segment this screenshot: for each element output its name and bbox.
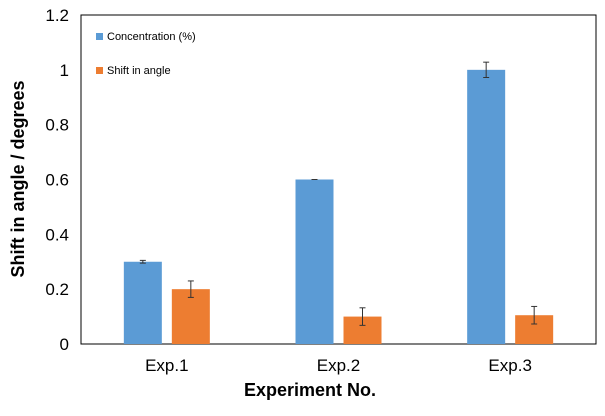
bar-series1-exp1 [123,261,162,344]
y-tick-label: 0.8 [45,116,69,135]
legend-swatch-shift [96,67,103,74]
y-tick-label: 1.2 [45,6,69,25]
x-tick-label: Exp.1 [145,356,188,375]
plot-area [80,14,597,345]
y-tick-label: 0.6 [45,171,69,190]
y-tick-label: 0 [60,335,69,354]
x-axis-title: Experiment No. [244,380,376,400]
error-bars-layer [139,61,538,326]
bars-layer [123,69,554,344]
y-tick-label: 1 [60,61,69,80]
legend: Concentration (%) Shift in angle [96,31,196,77]
legend-label-concentration: Concentration (%) [107,31,196,43]
legend-swatch-concentration [96,33,103,40]
x-axis-ticks: Exp.1 Exp.2 Exp.3 [145,356,532,375]
x-tick-label: Exp.3 [488,356,531,375]
legend-label-shift: Shift in angle [107,65,171,77]
x-tick-label: Exp.2 [317,356,360,375]
y-tick-label: 0.2 [45,280,69,299]
y-tick-label: 0.4 [45,225,69,244]
y-axis-ticks: 0 0.2 0.4 0.6 0.8 1 1.2 [45,6,69,354]
bar-series1-exp2 [295,179,334,344]
bar-series2-exp1 [171,289,210,344]
y-axis-title: Shift in angle / degrees [8,80,28,277]
bar-series1-exp3 [467,69,506,344]
